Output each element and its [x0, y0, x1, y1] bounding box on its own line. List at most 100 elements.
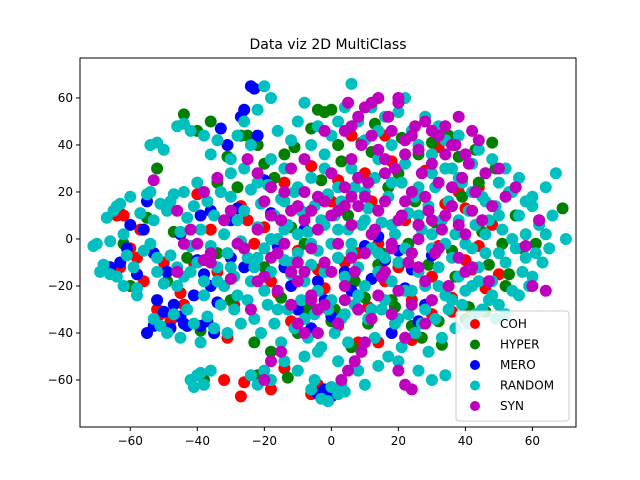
- point-random: [131, 289, 143, 302]
- point-random: [198, 378, 210, 391]
- point-random: [204, 148, 217, 161]
- point-syn: [372, 204, 385, 217]
- point-random: [228, 303, 241, 316]
- point-coh: [218, 374, 231, 386]
- point-coh: [117, 209, 130, 222]
- point-random: [167, 308, 180, 321]
- point-syn: [372, 92, 385, 104]
- point-random: [251, 176, 264, 189]
- point-mero: [167, 298, 180, 311]
- point-random: [422, 345, 435, 358]
- point-random: [305, 139, 318, 151]
- point-random: [492, 209, 505, 222]
- point-syn: [385, 308, 398, 321]
- point-random: [198, 275, 210, 288]
- point-random: [174, 331, 187, 344]
- point-random: [513, 289, 525, 302]
- point-coh: [248, 237, 261, 250]
- y-tick-label: 60: [58, 91, 73, 105]
- x-tick-label: 40: [458, 434, 473, 448]
- legend-marker-random: [470, 380, 480, 391]
- point-syn: [442, 280, 455, 292]
- point-syn: [358, 101, 371, 114]
- point-random: [446, 294, 458, 307]
- point-syn: [298, 153, 311, 166]
- point-random: [513, 171, 525, 184]
- point-random: [218, 228, 231, 241]
- point-syn: [372, 289, 385, 302]
- y-tick-label: 0: [65, 232, 73, 246]
- point-random: [539, 181, 552, 194]
- point-random: [392, 256, 405, 269]
- point-random: [151, 251, 164, 264]
- point-hyper: [265, 345, 277, 358]
- point-random: [372, 247, 385, 260]
- point-random: [248, 261, 261, 274]
- point-coh: [204, 223, 217, 236]
- y-tick-label: −20: [48, 279, 73, 293]
- point-random: [251, 103, 264, 116]
- point-mero: [161, 265, 174, 278]
- point-syn: [251, 167, 264, 180]
- point-syn: [338, 294, 351, 307]
- point-syn: [482, 275, 495, 288]
- point-syn: [278, 186, 291, 198]
- point-hyper: [486, 136, 499, 149]
- point-hyper: [503, 268, 515, 281]
- point-syn: [412, 233, 425, 245]
- point-random: [224, 261, 237, 274]
- point-random: [345, 77, 358, 90]
- point-random: [211, 134, 224, 147]
- point-syn: [258, 374, 271, 386]
- point-syn: [492, 162, 505, 175]
- point-coh: [265, 383, 277, 396]
- point-random: [358, 280, 371, 292]
- point-random: [382, 350, 395, 363]
- point-random: [365, 303, 378, 316]
- point-syn: [352, 110, 365, 123]
- point-random: [372, 359, 385, 372]
- point-random: [295, 294, 308, 307]
- point-random: [432, 261, 445, 274]
- point-random: [332, 355, 345, 368]
- point-random: [291, 247, 304, 260]
- point-syn: [439, 209, 452, 222]
- point-syn: [271, 284, 284, 297]
- point-syn: [459, 148, 472, 161]
- point-syn: [198, 186, 210, 198]
- point-syn: [399, 331, 412, 344]
- legend-marker-coh: [470, 319, 480, 329]
- point-random: [496, 223, 509, 236]
- point-syn: [311, 303, 324, 316]
- point-random: [332, 115, 345, 128]
- y-tick-label: −60: [48, 373, 73, 387]
- x-tick-label: −20: [252, 434, 277, 448]
- point-syn: [224, 204, 237, 217]
- point-syn: [419, 275, 432, 288]
- point-random: [201, 310, 214, 323]
- point-random: [275, 336, 288, 349]
- point-random: [151, 265, 164, 278]
- point-syn: [379, 167, 391, 180]
- point-syn: [305, 294, 318, 307]
- point-random: [157, 143, 170, 156]
- point-syn: [241, 153, 254, 166]
- point-hyper: [181, 251, 194, 264]
- point-syn: [472, 134, 485, 147]
- y-tick-label: 40: [58, 138, 73, 152]
- point-random: [405, 284, 418, 297]
- point-syn: [419, 115, 432, 128]
- point-random: [144, 237, 157, 250]
- point-random: [345, 237, 358, 250]
- point-random: [499, 256, 512, 269]
- point-random: [224, 153, 237, 166]
- point-mero: [221, 139, 234, 151]
- point-random: [265, 92, 277, 104]
- legend-marker-syn: [470, 401, 480, 411]
- point-random: [244, 139, 257, 151]
- point-syn: [372, 143, 385, 156]
- point-syn: [446, 139, 458, 151]
- point-random: [144, 186, 157, 198]
- point-random: [221, 247, 234, 260]
